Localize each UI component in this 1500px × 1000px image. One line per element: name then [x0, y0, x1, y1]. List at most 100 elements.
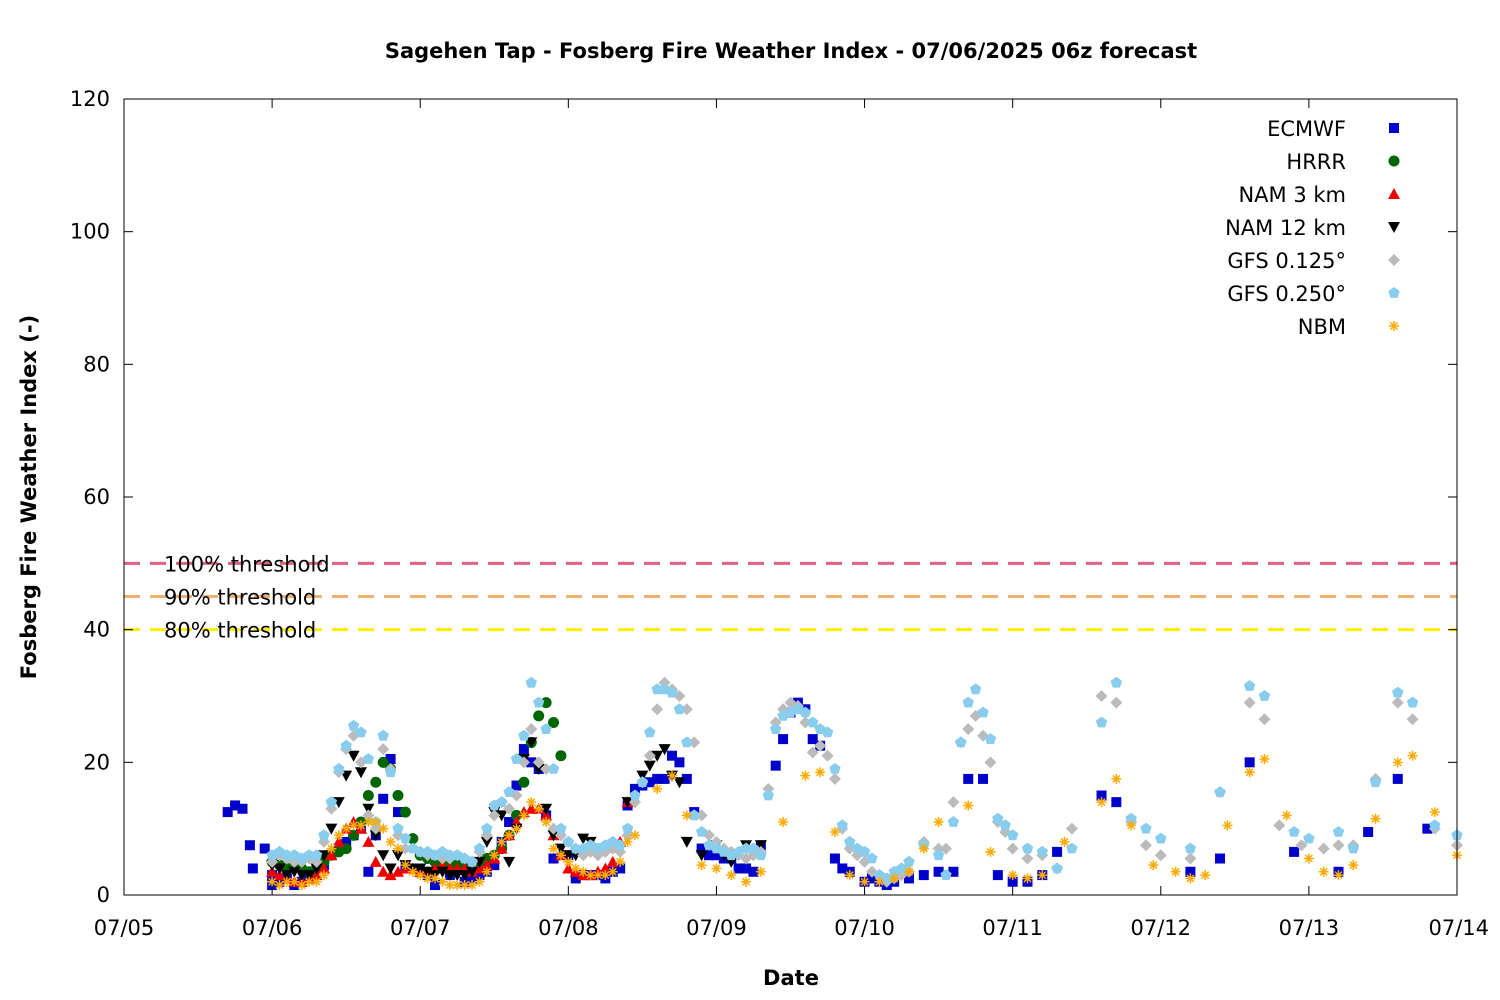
x-axis-label: Date	[763, 966, 819, 990]
data-point	[348, 820, 359, 831]
data-point	[281, 849, 293, 861]
threshold-label: 90% threshold	[164, 586, 316, 610]
data-point	[377, 756, 389, 768]
data-point	[1096, 790, 1107, 801]
data-point	[325, 796, 338, 807]
data-point	[778, 817, 789, 828]
data-point	[273, 869, 286, 881]
data-point	[643, 760, 656, 772]
data-point	[1317, 842, 1330, 855]
data-point	[393, 843, 404, 854]
data-point	[599, 862, 612, 874]
y-tick-label: 120	[70, 87, 110, 111]
data-point	[377, 865, 390, 877]
data-point	[1185, 873, 1196, 884]
data-point	[674, 757, 685, 768]
data-point	[267, 876, 278, 887]
data-point	[399, 842, 412, 855]
data-point	[414, 845, 426, 857]
data-point	[680, 703, 693, 716]
data-point	[984, 733, 997, 744]
data-point	[540, 803, 553, 815]
data-point	[1332, 839, 1345, 852]
data-point	[392, 850, 405, 862]
data-point	[1125, 812, 1137, 824]
data-point	[962, 723, 975, 736]
data-point	[547, 830, 560, 842]
data-point	[1422, 823, 1433, 834]
data-point	[325, 849, 338, 861]
data-point	[800, 770, 811, 781]
data-point	[326, 843, 337, 854]
data-point	[495, 810, 508, 822]
data-point	[385, 754, 396, 765]
y-ticks: 0 20 40 60 80 100 120	[70, 87, 1457, 907]
data-point	[378, 793, 389, 804]
data-point	[540, 723, 552, 734]
data-point	[547, 822, 560, 835]
data-point	[903, 855, 915, 867]
data-point	[496, 836, 507, 847]
data-point	[1110, 696, 1123, 709]
data-point	[836, 819, 848, 831]
data-point	[392, 822, 404, 834]
data-point	[533, 803, 544, 814]
data-point	[1258, 690, 1271, 701]
data-point	[548, 843, 559, 854]
data-point	[1139, 839, 1152, 852]
data-point	[303, 870, 316, 882]
data-point	[1392, 773, 1403, 784]
legend-entry-label: ECMWF	[1267, 117, 1346, 141]
data-point	[525, 737, 538, 749]
data-point	[436, 866, 449, 878]
data-point	[503, 802, 516, 815]
data-point	[518, 776, 530, 788]
data-point	[518, 810, 529, 821]
data-point	[1391, 696, 1404, 709]
data-point	[1288, 826, 1300, 837]
data-point	[933, 817, 944, 828]
data-point	[362, 790, 374, 801]
data-point	[874, 876, 885, 887]
data-point	[555, 750, 567, 762]
data-point	[1273, 819, 1286, 832]
data-point	[495, 842, 508, 854]
data-point	[1021, 852, 1034, 865]
data-point	[889, 873, 900, 884]
data-point	[755, 849, 767, 861]
data-point	[940, 869, 952, 880]
data-point	[548, 717, 560, 729]
data-point	[1406, 696, 1419, 708]
y-tick-label: 80	[83, 352, 110, 376]
data-point	[577, 833, 590, 845]
data-point	[237, 803, 248, 814]
y-tick-label: 0	[97, 883, 110, 907]
data-point	[1333, 870, 1344, 881]
data-point	[741, 876, 752, 887]
data-point	[369, 830, 382, 842]
data-point	[370, 776, 382, 788]
x-tick-label: 07/12	[1131, 916, 1192, 940]
data-point	[400, 860, 411, 871]
data-point	[473, 842, 486, 854]
data-point	[311, 876, 322, 887]
data-point	[799, 716, 812, 729]
data-point	[481, 866, 492, 877]
data-point	[377, 743, 390, 756]
data-point	[1370, 813, 1381, 824]
data-point	[644, 726, 656, 738]
series-nam-3-km	[266, 796, 634, 887]
data-point	[452, 880, 463, 891]
series-nbm	[267, 750, 1462, 891]
data-point	[681, 736, 693, 748]
x-tick-label: 07/09	[686, 916, 747, 940]
data-point	[377, 729, 389, 741]
data-point	[696, 843, 707, 854]
legend-entry-label: GFS 0.125°	[1227, 249, 1346, 273]
data-point	[600, 870, 611, 881]
data-point	[393, 807, 404, 818]
data-point	[555, 850, 566, 861]
data-point	[1006, 842, 1019, 855]
data-point	[933, 866, 944, 877]
data-point	[289, 876, 300, 887]
